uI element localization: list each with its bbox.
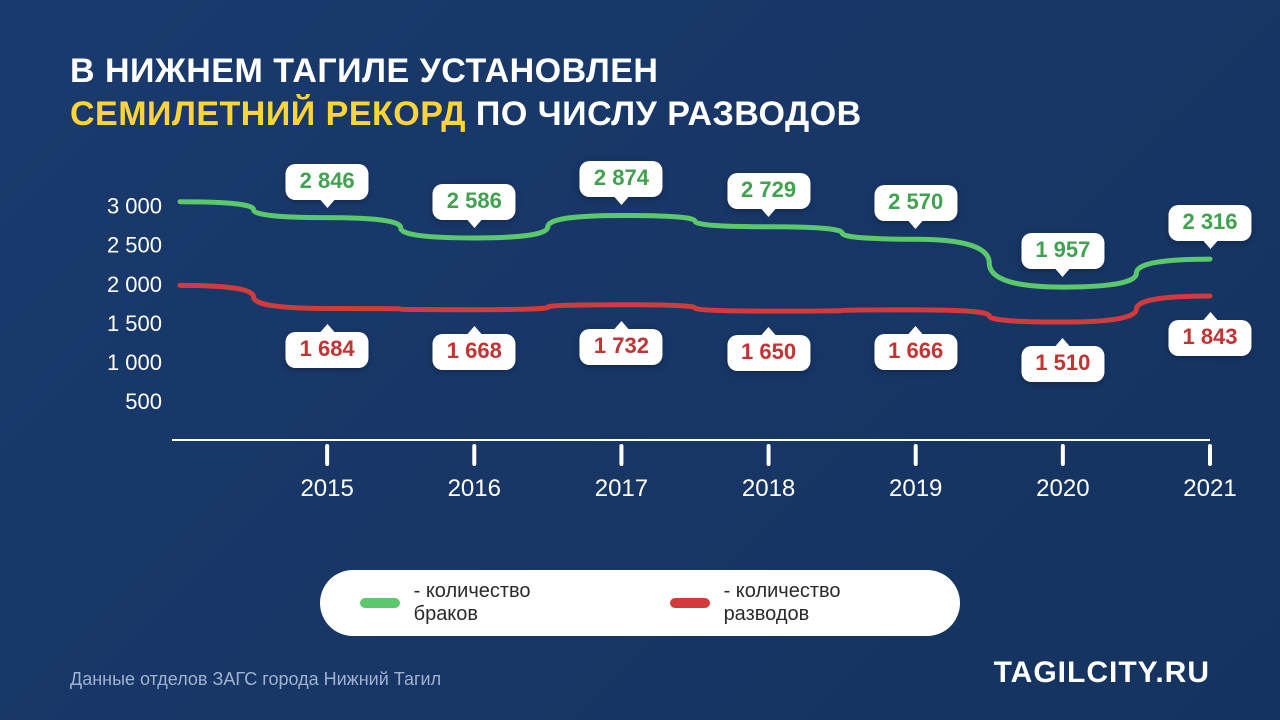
x-tick-label: 2016 xyxy=(448,475,501,502)
brand-logo: TAGILCITY.RU xyxy=(994,656,1210,690)
x-tick-label: 2015 xyxy=(300,475,353,502)
y-tick-label: 2 500 xyxy=(107,233,162,258)
value-badge-marriages: 2 586 xyxy=(433,184,516,220)
line-chart: 500 1 000 1 500 2 000 2 500 3 000 2015 2016 2017… xyxy=(70,170,1210,530)
footer: Данные отделов ЗАГС города Нижний Тагил … xyxy=(70,656,1210,690)
value-badge-divorces: 1 732 xyxy=(580,329,663,365)
y-tick-label: 1 500 xyxy=(107,311,162,336)
value-badge-divorces: 1 666 xyxy=(874,334,957,370)
y-tick-label: 1 000 xyxy=(107,350,162,375)
data-source: Данные отделов ЗАГС города Нижний Тагил xyxy=(70,669,441,690)
value-badge-marriages: 2 316 xyxy=(1168,205,1251,241)
legend: - количество браков - количество разводо… xyxy=(320,570,960,636)
title-rest: ПО ЧИСЛУ РАЗВОДОВ xyxy=(466,95,862,133)
x-tick-label: 2021 xyxy=(1183,475,1236,502)
y-tick-label: 2 000 xyxy=(107,272,162,297)
x-tick-label: 2019 xyxy=(889,475,942,502)
value-badge-marriages: 2 729 xyxy=(727,173,810,209)
title-line-1: В НИЖНЕМ ТАГИЛЕ УСТАНОВЛЕН xyxy=(70,50,1210,93)
value-badge-divorces: 1 668 xyxy=(433,334,516,370)
series-divorces xyxy=(180,285,1210,322)
value-badge-divorces: 1 510 xyxy=(1021,346,1104,382)
legend-swatch-marriages xyxy=(360,598,400,608)
title-line-2: СЕМИЛЕТНИЙ РЕКОРД ПО ЧИСЛУ РАЗВОДОВ xyxy=(70,93,1210,136)
legend-label-divorces: - количество разводов xyxy=(724,580,920,626)
legend-swatch-divorces xyxy=(670,598,710,608)
legend-label-marriages: - количество браков xyxy=(414,580,590,626)
value-badge-divorces: 1 843 xyxy=(1168,320,1251,356)
value-badge-marriages: 1 957 xyxy=(1021,233,1104,269)
x-tick-label: 2017 xyxy=(595,475,648,502)
value-badge-divorces: 1 650 xyxy=(727,335,810,371)
chart-title: В НИЖНЕМ ТАГИЛЕ УСТАНОВЛЕН СЕМИЛЕТНИЙ РЕ… xyxy=(70,50,1210,135)
value-badge-marriages: 2 874 xyxy=(580,161,663,197)
y-tick-label: 3 000 xyxy=(107,194,162,219)
y-tick-label: 500 xyxy=(125,389,162,414)
x-tick-label: 2020 xyxy=(1036,475,1089,502)
value-badge-marriages: 2 570 xyxy=(874,185,957,221)
x-tick-label: 2018 xyxy=(742,475,795,502)
value-badge-marriages: 2 846 xyxy=(286,164,369,200)
legend-item-marriages: - количество браков xyxy=(360,580,590,626)
value-badge-divorces: 1 684 xyxy=(286,332,369,368)
title-highlight: СЕМИЛЕТНИЙ РЕКОРД xyxy=(70,95,466,133)
legend-item-divorces: - количество разводов xyxy=(670,580,920,626)
